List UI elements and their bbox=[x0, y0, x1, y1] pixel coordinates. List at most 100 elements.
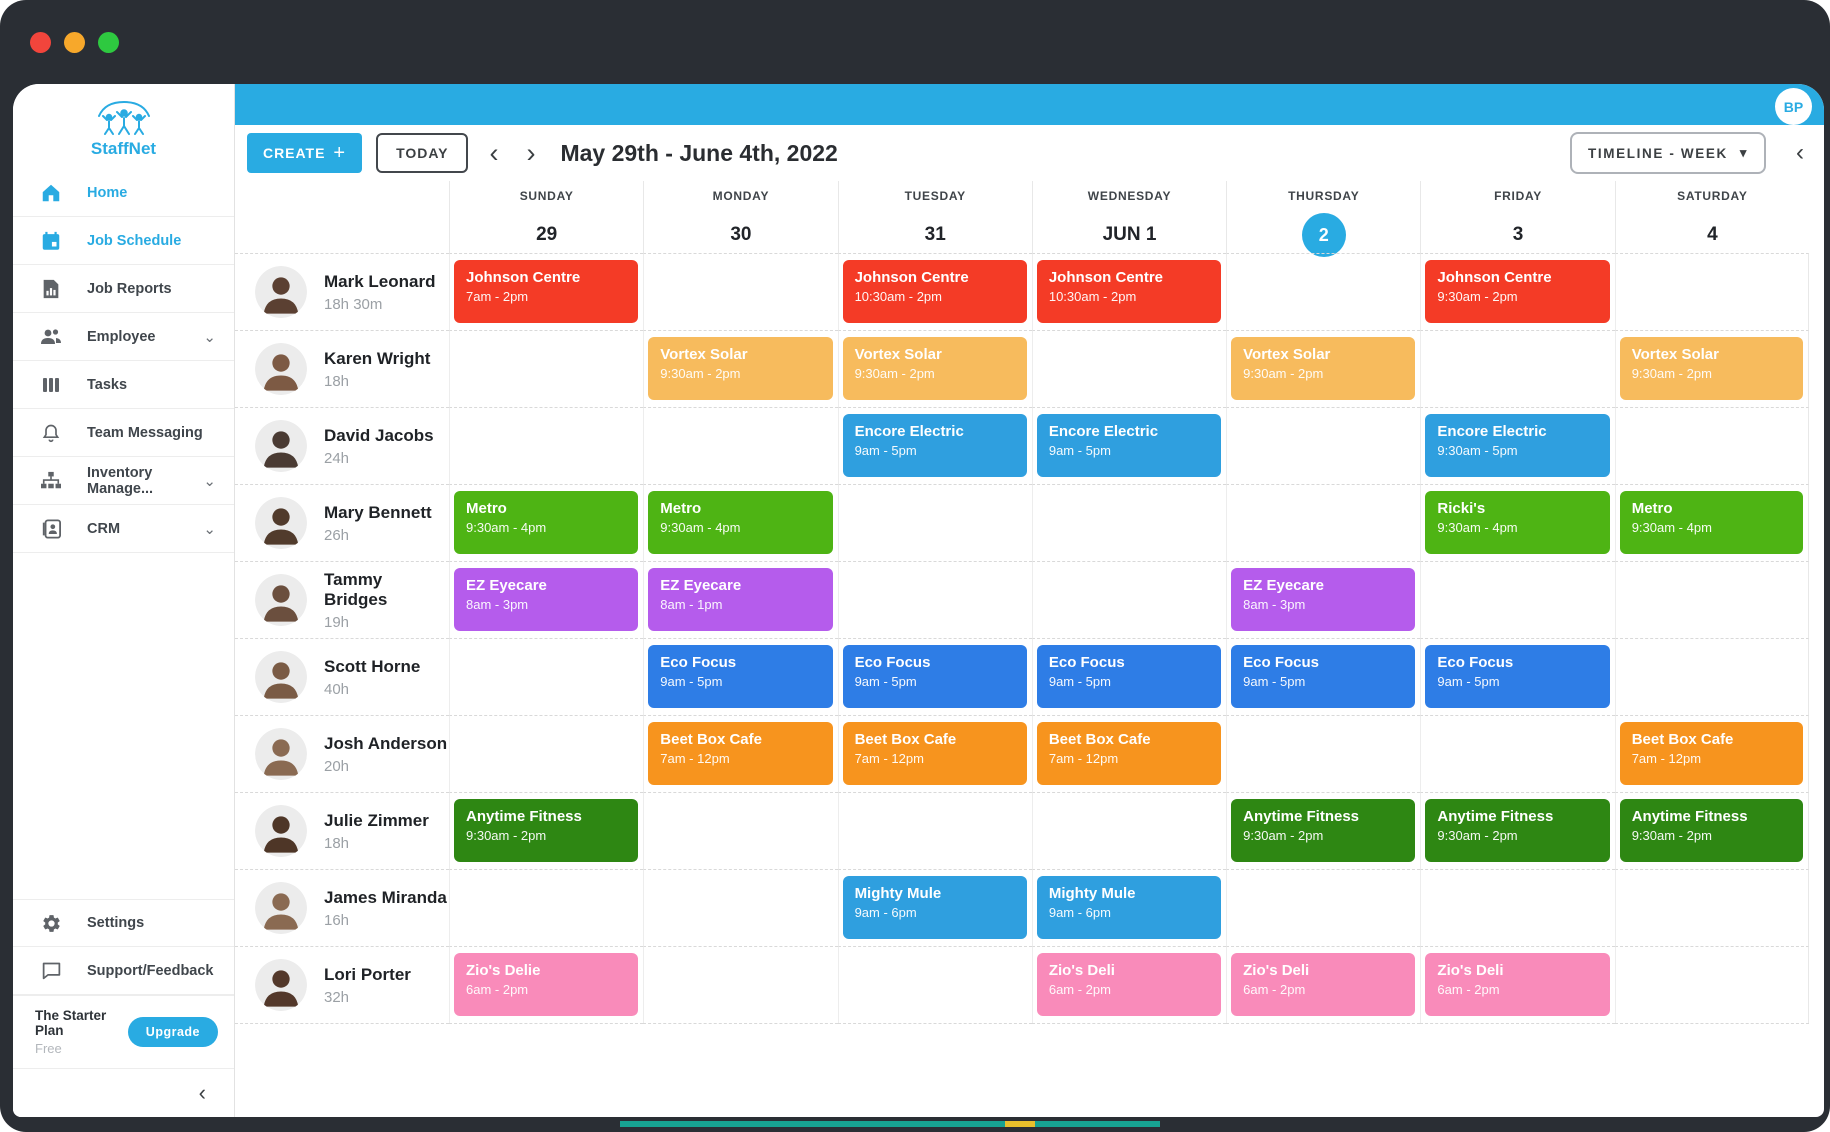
close-window-button[interactable] bbox=[30, 32, 51, 53]
empty-shift-cell[interactable] bbox=[1226, 407, 1421, 484]
empty-shift-cell[interactable] bbox=[643, 407, 838, 484]
employee-cell-james-miranda[interactable]: James Miranda 16h bbox=[235, 869, 449, 946]
employee-cell-josh-anderson[interactable]: Josh Anderson 20h bbox=[235, 715, 449, 792]
sidebar-item-crm[interactable]: CRM ⌄ bbox=[13, 505, 234, 553]
shift-anytime-fitness[interactable]: Anytime Fitness 9:30am - 2pm bbox=[1619, 799, 1803, 862]
shift-ez-eyecare[interactable]: EZ Eyecare 8am - 1pm bbox=[648, 568, 833, 631]
empty-shift-cell[interactable] bbox=[1420, 869, 1615, 946]
day-header-tuesday[interactable]: TUESDAY 31 bbox=[837, 181, 1032, 253]
shift-vortex-solar[interactable]: Vortex Solar 9:30am - 2pm bbox=[1619, 337, 1803, 400]
shift-encore-electric[interactable]: Encore Electric 9:30am - 5pm bbox=[1425, 414, 1610, 477]
empty-shift-cell[interactable] bbox=[837, 561, 1032, 638]
today-button[interactable]: TODAY bbox=[376, 133, 469, 173]
empty-shift-cell[interactable] bbox=[1420, 561, 1615, 638]
shift-zio-s-delie[interactable]: Zio's Delie 6am - 2pm bbox=[454, 953, 639, 1016]
empty-shift-cell[interactable] bbox=[449, 407, 644, 484]
shift-encore-electric[interactable]: Encore Electric 9am - 5pm bbox=[842, 414, 1027, 477]
sidebar-item-home[interactable]: Home bbox=[13, 169, 234, 217]
employee-cell-mark-leonard[interactable]: Mark Leonard 18h 30m bbox=[235, 253, 449, 330]
sidebar-item-employee[interactable]: Employee ⌄ bbox=[13, 313, 234, 361]
empty-shift-cell[interactable] bbox=[449, 638, 644, 715]
empty-shift-cell[interactable] bbox=[1031, 484, 1227, 561]
employee-cell-karen-wright[interactable]: Karen Wright 18h bbox=[235, 330, 449, 407]
sidebar-item-settings[interactable]: Settings bbox=[13, 899, 234, 947]
day-header-thursday[interactable]: THURSDAY 2 bbox=[1226, 181, 1420, 257]
shift-zio-s-deli[interactable]: Zio's Deli 6am - 2pm bbox=[1425, 953, 1610, 1016]
day-header-wednesday[interactable]: WEDNESDAY JUN 1 bbox=[1031, 181, 1226, 253]
shift-mighty-mule[interactable]: Mighty Mule 9am - 6pm bbox=[1036, 876, 1222, 939]
employee-cell-lori-porter[interactable]: Lori Porter 32h bbox=[235, 946, 449, 1023]
empty-shift-cell[interactable] bbox=[1226, 253, 1421, 330]
shift-eco-focus[interactable]: Eco Focus 9am - 5pm bbox=[1425, 645, 1610, 708]
empty-shift-cell[interactable] bbox=[1031, 330, 1227, 407]
shift-beet-box-cafe[interactable]: Beet Box Cafe 7am - 12pm bbox=[1619, 722, 1803, 785]
shift-anytime-fitness[interactable]: Anytime Fitness 9:30am - 2pm bbox=[1425, 799, 1610, 862]
user-avatar[interactable]: BP bbox=[1775, 88, 1812, 125]
previous-week-icon[interactable]: ‹ bbox=[489, 137, 499, 168]
next-week-icon[interactable]: › bbox=[526, 137, 536, 168]
empty-shift-cell[interactable] bbox=[1226, 484, 1421, 561]
empty-shift-cell[interactable] bbox=[449, 330, 644, 407]
empty-shift-cell[interactable] bbox=[1614, 253, 1809, 330]
shift-johnson-centre[interactable]: Johnson Centre 9:30am - 2pm bbox=[1425, 260, 1610, 323]
shift-zio-s-deli[interactable]: Zio's Deli 6am - 2pm bbox=[1036, 953, 1222, 1016]
shift-vortex-solar[interactable]: Vortex Solar 9:30am - 2pm bbox=[842, 337, 1027, 400]
shift-mighty-mule[interactable]: Mighty Mule 9am - 6pm bbox=[842, 876, 1027, 939]
sidebar-item-team-messaging[interactable]: Team Messaging bbox=[13, 409, 234, 457]
day-header-saturday[interactable]: SATURDAY 4 bbox=[1614, 181, 1809, 253]
empty-shift-cell[interactable] bbox=[643, 253, 838, 330]
shift-metro[interactable]: Metro 9:30am - 4pm bbox=[1619, 491, 1803, 554]
empty-shift-cell[interactable] bbox=[1420, 715, 1615, 792]
chevron-down-icon[interactable]: ⌄ bbox=[203, 472, 216, 490]
shift-ez-eyecare[interactable]: EZ Eyecare 8am - 3pm bbox=[454, 568, 639, 631]
empty-shift-cell[interactable] bbox=[643, 869, 838, 946]
employee-cell-mary-bennett[interactable]: Mary Bennett 26h bbox=[235, 484, 449, 561]
shift-beet-box-cafe[interactable]: Beet Box Cafe 7am - 12pm bbox=[842, 722, 1027, 785]
empty-shift-cell[interactable] bbox=[1614, 638, 1809, 715]
empty-shift-cell[interactable] bbox=[1031, 792, 1227, 869]
collapse-sidebar-icon[interactable]: ‹ bbox=[198, 1080, 206, 1105]
shift-vortex-solar[interactable]: Vortex Solar 9:30am - 2pm bbox=[648, 337, 833, 400]
shift-anytime-fitness[interactable]: Anytime Fitness 9:30am - 2pm bbox=[454, 799, 639, 862]
employee-cell-julie-zimmer[interactable]: Julie Zimmer 18h bbox=[235, 792, 449, 869]
collapse-panel-icon[interactable]: ‹ bbox=[1796, 139, 1804, 166]
shift-eco-focus[interactable]: Eco Focus 9am - 5pm bbox=[1036, 645, 1222, 708]
zoom-window-button[interactable] bbox=[98, 32, 119, 53]
create-button[interactable]: CREATE + bbox=[247, 133, 363, 173]
shift-ricki-s[interactable]: Ricki's 9:30am - 4pm bbox=[1425, 491, 1610, 554]
view-selector[interactable]: TIMELINE - WEEK ▾ bbox=[1570, 132, 1766, 174]
shift-metro[interactable]: Metro 9:30am - 4pm bbox=[648, 491, 833, 554]
employee-cell-tammy-bridges[interactable]: Tammy Bridges 19h bbox=[235, 561, 449, 638]
shift-eco-focus[interactable]: Eco Focus 9am - 5pm bbox=[842, 645, 1027, 708]
shift-eco-focus[interactable]: Eco Focus 9am - 5pm bbox=[1231, 645, 1416, 708]
empty-shift-cell[interactable] bbox=[1614, 407, 1809, 484]
shift-johnson-centre[interactable]: Johnson Centre 7am - 2pm bbox=[454, 260, 639, 323]
shift-johnson-centre[interactable]: Johnson Centre 10:30am - 2pm bbox=[842, 260, 1027, 323]
shift-beet-box-cafe[interactable]: Beet Box Cafe 7am - 12pm bbox=[1036, 722, 1222, 785]
chevron-down-icon[interactable]: ⌄ bbox=[203, 328, 216, 346]
sidebar-item-job-reports[interactable]: Job Reports bbox=[13, 265, 234, 313]
empty-shift-cell[interactable] bbox=[837, 792, 1032, 869]
chevron-down-icon[interactable]: ⌄ bbox=[203, 520, 216, 538]
sidebar-item-support-feedback[interactable]: Support/Feedback bbox=[13, 947, 234, 995]
day-header-monday[interactable]: MONDAY 30 bbox=[643, 181, 837, 253]
shift-anytime-fitness[interactable]: Anytime Fitness 9:30am - 2pm bbox=[1231, 799, 1416, 862]
employee-cell-david-jacobs[interactable]: David Jacobs 24h bbox=[235, 407, 449, 484]
sidebar-item-tasks[interactable]: Tasks bbox=[13, 361, 234, 409]
employee-cell-scott-horne[interactable]: Scott Horne 40h bbox=[235, 638, 449, 715]
empty-shift-cell[interactable] bbox=[837, 946, 1032, 1023]
empty-shift-cell[interactable] bbox=[837, 484, 1032, 561]
shift-johnson-centre[interactable]: Johnson Centre 10:30am - 2pm bbox=[1036, 260, 1222, 323]
empty-shift-cell[interactable] bbox=[1614, 561, 1809, 638]
empty-shift-cell[interactable] bbox=[1614, 946, 1809, 1023]
empty-shift-cell[interactable] bbox=[1226, 869, 1421, 946]
upgrade-button[interactable]: Upgrade bbox=[127, 1017, 218, 1047]
minimize-window-button[interactable] bbox=[64, 32, 85, 53]
shift-eco-focus[interactable]: Eco Focus 9am - 5pm bbox=[648, 645, 833, 708]
shift-vortex-solar[interactable]: Vortex Solar 9:30am - 2pm bbox=[1231, 337, 1416, 400]
empty-shift-cell[interactable] bbox=[1614, 869, 1809, 946]
empty-shift-cell[interactable] bbox=[643, 792, 838, 869]
empty-shift-cell[interactable] bbox=[449, 715, 644, 792]
empty-shift-cell[interactable] bbox=[643, 946, 838, 1023]
shift-encore-electric[interactable]: Encore Electric 9am - 5pm bbox=[1036, 414, 1222, 477]
